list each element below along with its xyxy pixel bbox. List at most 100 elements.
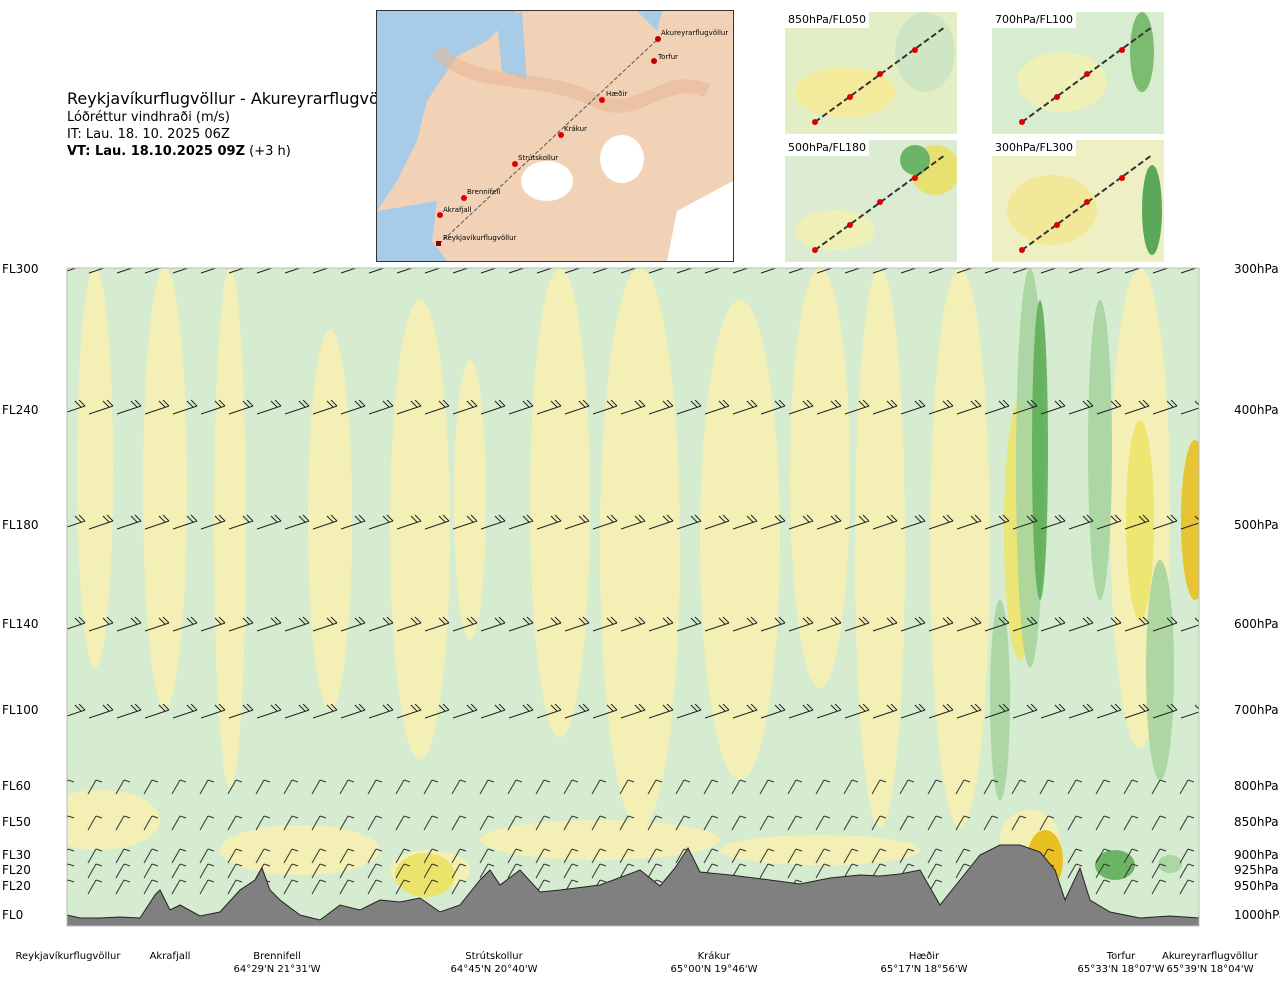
wind-barb [144, 616, 170, 632]
wind-barb-staff [451, 815, 461, 831]
wind-barb-flag [802, 400, 810, 408]
map-label-reykjavik: Reykjavíkurflugvöllur [443, 234, 517, 242]
wind-barb-staff [787, 815, 797, 831]
wind-barb-staff [339, 779, 349, 795]
wind-barb-flag [494, 515, 502, 523]
wind-barb [563, 879, 579, 895]
wind-barb [199, 879, 215, 895]
wind-barb-staff [172, 405, 198, 415]
wind-barb-flag [774, 400, 782, 408]
downdraft-region [1016, 268, 1044, 668]
wind-barb-flag [327, 260, 333, 266]
wind-barb [592, 703, 618, 719]
wind-barb [871, 815, 887, 831]
wind-barb-flag [711, 879, 719, 883]
wind-barb-flag [1159, 863, 1167, 867]
wind-barb [844, 616, 870, 632]
wind-barb-flag [834, 703, 842, 711]
route-point-label: Strútskollur 64°45'N 20°40'W [434, 950, 554, 976]
wind-barb-staff [284, 622, 310, 632]
wind-barb-flag [1086, 703, 1094, 711]
wind-barb-staff [760, 268, 778, 274]
map-label-strutskollur: Strútskollur [518, 154, 559, 162]
wind-barb [256, 703, 282, 719]
wind-barb-flag [1019, 815, 1027, 819]
wind-barb-staff [619, 779, 629, 795]
wind-barb-flag [135, 259, 141, 265]
wind-barb-staff [312, 405, 338, 415]
wind-barb-flag [319, 879, 327, 883]
wind-barb-flag [275, 259, 281, 265]
wind-barb-staff [340, 520, 366, 530]
wind-barb-staff [1096, 709, 1122, 719]
wind-barb-staff [67, 520, 86, 528]
wind-barb-staff [788, 709, 814, 719]
wind-barb [228, 268, 246, 274]
wind-barb-flag [442, 616, 450, 624]
wind-barb [508, 514, 534, 530]
wind-barb-flag [767, 815, 775, 819]
wind-barb [67, 815, 75, 819]
wind-barb-flag [830, 400, 838, 408]
wind-barb [199, 779, 215, 795]
wind-barb [843, 848, 859, 864]
wind-barb-flag [1166, 400, 1174, 408]
wind-barb-flag [246, 399, 254, 407]
wind-barb [312, 514, 338, 530]
wind-barb-flag [599, 848, 607, 852]
wind-barb [87, 779, 103, 795]
wind-barb [283, 815, 299, 831]
wind-barb [844, 399, 870, 415]
wind-barb-staff [787, 848, 797, 864]
wind-barb-staff [983, 863, 993, 879]
wind-barb [759, 863, 775, 879]
wind-barb-flag [946, 514, 954, 522]
wind-barb-flag [106, 399, 114, 407]
wind-barb [423, 779, 439, 795]
wind-barb-flag [746, 515, 754, 523]
wind-barb-staff [956, 709, 982, 719]
wind-barb-flag [1002, 703, 1010, 711]
wind-barb [423, 815, 439, 831]
wind-barb-flag [375, 848, 383, 852]
wind-barb [564, 616, 590, 632]
wind-barb-staff [927, 848, 937, 864]
wind-barb-flag [775, 260, 781, 266]
wind-barb-staff [648, 709, 674, 719]
flight-level-label: FL240 [2, 403, 39, 417]
wind-barb-staff [143, 815, 153, 831]
wind-barb-flag [1058, 703, 1066, 711]
pressure-level-label: 700hPa [1234, 703, 1279, 717]
map-label-haedir: Hæðir [606, 90, 628, 98]
wind-barb [339, 879, 355, 895]
wind-barb [67, 399, 86, 413]
wind-barb [311, 848, 327, 864]
wind-barb-flag [102, 617, 110, 625]
wind-barb-staff [1040, 520, 1066, 530]
wind-barb-staff [956, 622, 982, 632]
route-point-label: Akureyrarflugvöllur 65°39'N 18°04'W [1150, 950, 1270, 976]
wind-barb-flag [1054, 704, 1062, 712]
wind-barb-flag [466, 704, 474, 712]
wind-barb-flag [263, 779, 271, 783]
wind-barb [395, 863, 411, 879]
wind-barb-staff [1151, 848, 1161, 864]
wind-barb-flag [319, 815, 327, 819]
wind-barb [620, 703, 646, 719]
wind-barb [1040, 703, 1066, 719]
wind-barb-flag [907, 779, 915, 783]
wind-barb-flag [123, 779, 131, 783]
wind-barb-flag [1047, 815, 1055, 819]
wind-barb-flag [970, 515, 978, 523]
wind-barb [1123, 815, 1139, 831]
wind-barb-staff [480, 709, 506, 719]
wind-barb-flag [746, 704, 754, 712]
wind-barb-staff [1152, 405, 1178, 415]
wind-barb-staff [732, 622, 758, 632]
wind-barb-staff [984, 709, 1010, 719]
wind-barb-staff [871, 863, 881, 879]
wind-barb-flag [214, 617, 222, 625]
wind-barb-flag [459, 848, 467, 852]
wind-barb-flag [1103, 815, 1111, 819]
wind-barb-flag [722, 399, 730, 407]
